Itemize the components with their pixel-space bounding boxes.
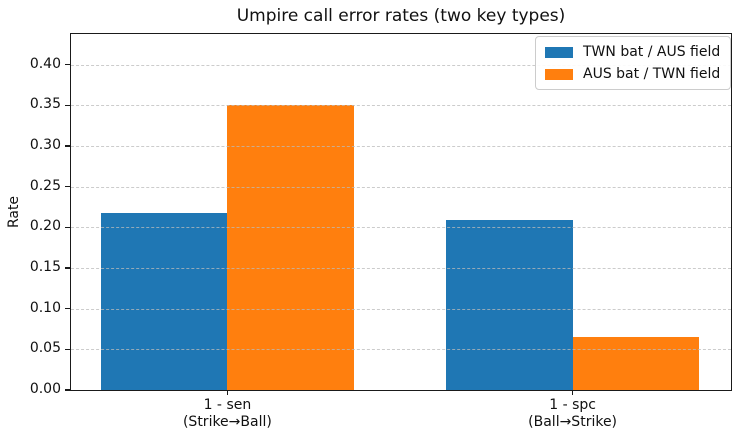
x-tick-label-spc: 1 - spc (Ball→Strike) [528, 397, 618, 430]
y-tick-label-0.20: 0.20 [29, 218, 61, 235]
y-tick-label-0.35: 0.35 [29, 96, 61, 113]
y-tick-mark-0.00 [64, 389, 70, 391]
plot-area: 0.00 0.05 0.10 0.15 0.20 0.25 0.30 0.35 0.40 1 - … [30, 33, 732, 430]
gridline-0.05 [71, 349, 731, 351]
y-tick-label-0.30: 0.30 [29, 136, 61, 153]
y-tick-label-0.25: 0.25 [29, 177, 61, 194]
legend-swatch-twn-icon [545, 46, 573, 58]
y-tick-label-0.15: 0.15 [29, 258, 61, 275]
gridline-0.10 [71, 308, 731, 310]
y-tick-label-0.40: 0.40 [29, 55, 61, 72]
gridline-0.40 [71, 64, 731, 66]
bar-aus-spc [572, 337, 700, 390]
bar-twn-spc [445, 219, 573, 390]
legend: TWN bat / AUS field AUS bat / TWN field [535, 36, 732, 90]
y-tick-mark-0.10 [64, 307, 70, 310]
x-tick-label-sen: 1 - sen (Strike→Ball) [182, 397, 272, 430]
y-tick-mark-0.30 [64, 145, 70, 147]
gridline-0.15 [71, 267, 731, 269]
y-tick-mark-0.40 [64, 63, 70, 66]
gridline-0.25 [71, 186, 731, 188]
y-tick-label-0.05: 0.05 [29, 340, 61, 357]
y-tick-mark-0.35 [64, 104, 70, 106]
bar-aus-sen [227, 105, 355, 390]
gridline-0.20 [71, 227, 731, 229]
y-tick-label-0.10: 0.10 [29, 299, 61, 316]
legend-swatch-aus-icon [545, 68, 573, 80]
x-tick-mark-spc [571, 390, 574, 395]
legend-item-aus: AUS bat / TWN field [545, 66, 720, 82]
legend-label-aus: AUS bat / TWN field [583, 66, 721, 82]
gridline-0.35 [71, 105, 731, 107]
y-tick-mark-0.20 [64, 226, 70, 228]
y-tick-label-0.00: 0.00 [29, 381, 61, 397]
bar-twn-sen [100, 212, 228, 390]
y-tick-mark-0.15 [64, 267, 70, 269]
gridline-0.30 [71, 145, 731, 147]
y-tick-mark-0.05 [64, 348, 70, 350]
legend-item-twn: TWN bat / AUS field [545, 44, 720, 60]
y-tick-mark-0.25 [64, 185, 70, 188]
chart-title: Umpire call error rates (two key types) [236, 6, 566, 26]
legend-label-twn: TWN bat / AUS field [583, 44, 721, 60]
x-tick-mark-sen [226, 390, 229, 395]
